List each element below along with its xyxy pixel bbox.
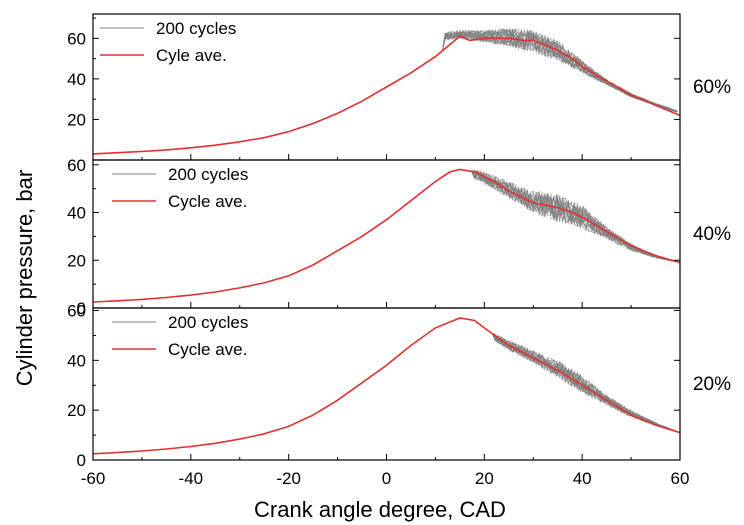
cycle-trace xyxy=(93,169,678,303)
cycle-trace xyxy=(93,169,678,303)
legend-0: 200 cycles Cyle ave. xyxy=(100,19,236,65)
load-label: 40% xyxy=(693,224,731,245)
cycle-trace xyxy=(93,169,678,303)
y-axis-title: Cylinder pressure, bar xyxy=(12,170,37,386)
legend-average-label: Cycle ave. xyxy=(168,340,247,359)
cycle-trace xyxy=(93,169,678,303)
y-tick-label: 0 xyxy=(77,451,86,470)
x-axis-title: Crank angle degree, CAD xyxy=(254,497,506,522)
x-tick-label: -20 xyxy=(276,469,301,488)
cycle-trace xyxy=(93,169,678,303)
cycle-trace xyxy=(93,169,678,303)
legend-average-label: Cycle ave. xyxy=(168,192,247,211)
cycle-trace xyxy=(93,169,678,303)
cycle-trace xyxy=(93,169,678,303)
x-tick-label: 0 xyxy=(382,469,391,488)
cycle-trace xyxy=(93,169,678,303)
y-tick-label: 20 xyxy=(67,401,86,420)
panel-1: 0 20 40 60 200 cycles Cycle ave. 40% xyxy=(67,156,731,318)
legend-cycles-label: 200 cycles xyxy=(168,165,248,184)
y-tick-label: 0 xyxy=(77,299,86,318)
x-tick-label: -40 xyxy=(179,469,204,488)
cycle-trace xyxy=(93,169,678,303)
plot-area-0 xyxy=(93,27,680,155)
cycle-trace xyxy=(93,169,678,303)
y-tick-label: 20 xyxy=(67,251,86,270)
plot-area-1 xyxy=(93,168,680,303)
cycle-trace xyxy=(93,169,678,303)
cycle-trace xyxy=(93,169,678,303)
cycle-trace xyxy=(93,169,678,303)
legend-2: 200 cycles Cycle ave. xyxy=(112,313,248,359)
cycle-trace xyxy=(93,169,678,303)
legend-average-label: Cyle ave. xyxy=(156,46,227,65)
cycle-trace xyxy=(93,317,678,455)
cycle-trace xyxy=(93,169,678,303)
cycle-trace xyxy=(93,169,678,303)
x-axis: -60 -40 -20 0 20 40 60 xyxy=(81,469,690,488)
legend-1: 200 cycles Cycle ave. xyxy=(112,165,248,211)
y-tick-label: 60 xyxy=(67,301,86,320)
cycle-average-line xyxy=(93,317,680,455)
y-tick-label: 60 xyxy=(67,156,86,175)
y-tick-label: 40 xyxy=(67,204,86,223)
plot-area-2 xyxy=(93,317,680,455)
panel-0: 20 40 60 200 cycles Cyle ave. 60% xyxy=(67,13,731,161)
y-tick-label: 40 xyxy=(67,70,86,89)
cycle-trace xyxy=(93,169,678,303)
cycle-trace xyxy=(93,169,678,303)
x-tick-label: -60 xyxy=(81,469,106,488)
x-tick-label: 60 xyxy=(671,469,690,488)
cycle-average-line xyxy=(93,168,680,303)
panel-2: 0 20 40 60 200 cycles Cycle ave. 20% xyxy=(67,301,731,470)
legend-cycles-label: 200 cycles xyxy=(156,19,236,38)
cycle-trace xyxy=(93,169,678,303)
x-tick-label: 40 xyxy=(573,469,592,488)
cycle-trace xyxy=(93,169,678,303)
cycle-trace xyxy=(93,169,678,303)
chart-panels: 20 40 60 200 cycles Cyle ave. 60% 0 20 40 60 200 c… xyxy=(67,13,731,470)
cycle-trace xyxy=(93,169,678,303)
load-label: 60% xyxy=(693,77,731,98)
cycle-trace xyxy=(93,169,678,303)
cycle-trace xyxy=(93,169,678,303)
cycle-trace xyxy=(93,169,678,303)
legend-cycles-label: 200 cycles xyxy=(168,313,248,332)
y-tick-label: 60 xyxy=(67,29,86,48)
load-label: 20% xyxy=(693,374,731,395)
y-tick-label: 40 xyxy=(67,351,86,370)
cycle-average-line xyxy=(93,35,680,155)
y-tick-label: 20 xyxy=(67,110,86,129)
x-tick-label: 20 xyxy=(475,469,494,488)
